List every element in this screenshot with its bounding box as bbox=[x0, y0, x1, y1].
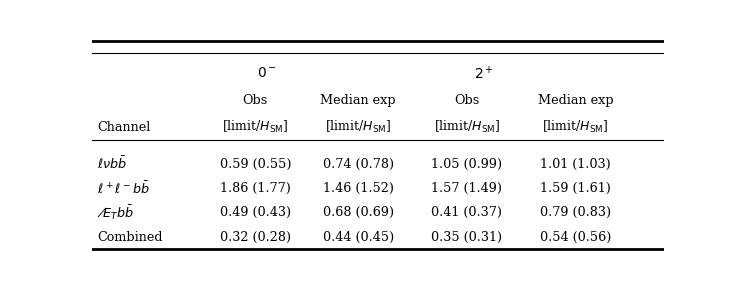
Text: [limit/$H_{\rm SM}$]: [limit/$H_{\rm SM}$] bbox=[325, 119, 391, 135]
Text: 1.05 (0.99): 1.05 (0.99) bbox=[431, 158, 503, 171]
Text: [limit/$H_{\rm SM}$]: [limit/$H_{\rm SM}$] bbox=[542, 119, 609, 135]
Text: Combined: Combined bbox=[97, 231, 162, 243]
Text: $\not\!\!E_T b\bar{b}$: $\not\!\!E_T b\bar{b}$ bbox=[97, 203, 134, 222]
Text: [limit/$H_{\rm SM}$]: [limit/$H_{\rm SM}$] bbox=[222, 119, 289, 135]
Text: 1.59 (1.61): 1.59 (1.61) bbox=[540, 182, 611, 195]
Text: $\ell\nu b\bar{b}$: $\ell\nu b\bar{b}$ bbox=[97, 156, 127, 172]
Text: 0.68 (0.69): 0.68 (0.69) bbox=[323, 206, 394, 219]
Text: 1.57 (1.49): 1.57 (1.49) bbox=[432, 182, 503, 195]
Text: Median exp: Median exp bbox=[538, 94, 613, 107]
Text: $2^+$: $2^+$ bbox=[474, 65, 494, 82]
Text: 1.86 (1.77): 1.86 (1.77) bbox=[220, 182, 291, 195]
Text: $\ell^+\ell^- b\bar{b}$: $\ell^+\ell^- b\bar{b}$ bbox=[97, 180, 150, 197]
Text: Channel: Channel bbox=[97, 120, 151, 133]
Text: 1.01 (1.03): 1.01 (1.03) bbox=[540, 158, 611, 171]
Text: $0^-$: $0^-$ bbox=[257, 66, 277, 80]
Text: 0.32 (0.28): 0.32 (0.28) bbox=[220, 231, 291, 243]
Text: 0.59 (0.55): 0.59 (0.55) bbox=[219, 158, 291, 171]
Text: 0.35 (0.31): 0.35 (0.31) bbox=[431, 231, 503, 243]
Text: 0.41 (0.37): 0.41 (0.37) bbox=[432, 206, 503, 219]
Text: [limit/$H_{\rm SM}$]: [limit/$H_{\rm SM}$] bbox=[434, 119, 500, 135]
Text: Obs: Obs bbox=[243, 94, 268, 107]
Text: Obs: Obs bbox=[455, 94, 480, 107]
Text: 0.79 (0.83): 0.79 (0.83) bbox=[540, 206, 611, 219]
Text: 0.74 (0.78): 0.74 (0.78) bbox=[323, 158, 394, 171]
Text: 1.46 (1.52): 1.46 (1.52) bbox=[323, 182, 393, 195]
Text: 0.44 (0.45): 0.44 (0.45) bbox=[323, 231, 394, 243]
Text: Median exp: Median exp bbox=[320, 94, 396, 107]
Text: 0.49 (0.43): 0.49 (0.43) bbox=[220, 206, 291, 219]
Text: 0.54 (0.56): 0.54 (0.56) bbox=[540, 231, 611, 243]
